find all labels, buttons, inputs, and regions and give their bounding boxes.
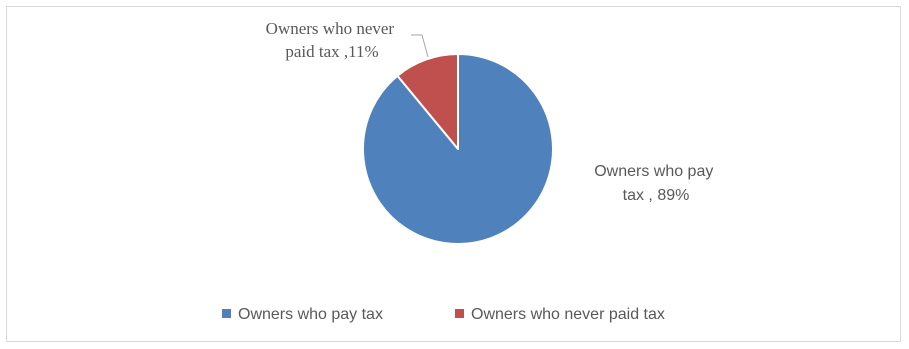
data-label-pay-tax-line1: Owners who pay xyxy=(594,163,713,180)
data-label-pay-tax: Owners who pay tax , 89% xyxy=(594,163,718,204)
data-label-never-paid: Owners who never paid tax ,11% xyxy=(266,19,399,61)
legend-swatch-never-paid xyxy=(455,309,464,318)
legend-swatch-pay-tax xyxy=(222,309,231,318)
legend: Owners who pay tax Owners who never paid… xyxy=(222,306,665,323)
data-label-never-paid-line1: Owners who never xyxy=(266,19,395,38)
pie-slices xyxy=(362,53,554,245)
data-label-never-paid-line2: paid tax ,11% xyxy=(285,42,378,61)
leader-line-never-paid xyxy=(411,34,429,58)
legend-label-never-paid: Owners who never paid tax xyxy=(471,306,665,323)
pie-slice-never-paid xyxy=(396,53,459,150)
legend-label-pay-tax: Owners who pay tax xyxy=(238,306,383,323)
data-label-pay-tax-line2: tax , 89% xyxy=(623,187,690,204)
